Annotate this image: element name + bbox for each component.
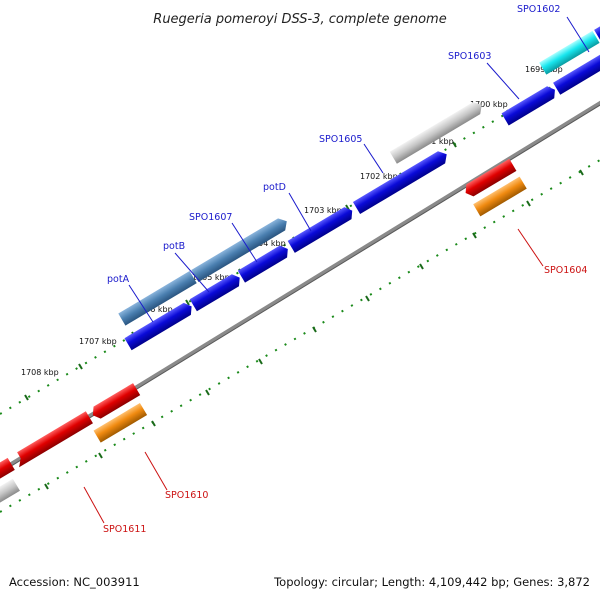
kbp-label-1703: 1703 kbp (304, 206, 342, 215)
gene-SPO1604[interactable] (473, 176, 527, 217)
topology-text: Topology: circular; Length: 4,109,442 bp… (274, 575, 590, 589)
gene-SPO1610[interactable] (93, 402, 148, 443)
leader-lines-top (128, 16, 590, 323)
gene-label-potB[interactable]: potB (163, 241, 185, 252)
accession-text: Accession: NC_003911 (9, 575, 140, 589)
gene-label-SPO1602[interactable]: SPO1602 (517, 4, 560, 15)
leader-lines-bottom (83, 228, 544, 524)
gene-SPO1604-red[interactable] (462, 158, 517, 199)
gene-potB[interactable] (189, 272, 244, 312)
gene-SPO1607[interactable] (237, 243, 292, 283)
gene-SPO1603[interactable] (501, 84, 559, 126)
map-title: Ruegeria pomeroyi DSS-3, complete genome (153, 12, 446, 27)
major-ticks-lower (44, 169, 584, 490)
gene-potA[interactable] (124, 300, 195, 351)
gene-label-SPO1605[interactable]: SPO1605 (319, 134, 362, 145)
gene-red-1[interactable] (0, 457, 15, 487)
gene-SPO1603-upper[interactable] (539, 30, 600, 75)
gene-SPO1610-red[interactable] (12, 411, 93, 468)
gene-label-SPO1610[interactable]: SPO1610 (165, 490, 208, 501)
kbp-label-1706: 1706 kbp (135, 305, 173, 314)
gene-label-potA[interactable]: potA (107, 274, 130, 285)
gene-SPO1605-upper[interactable] (389, 99, 486, 164)
gene-SPO1605[interactable] (352, 148, 450, 215)
gene-potD[interactable] (287, 205, 356, 253)
middle-feature-row (124, 43, 600, 351)
lower-feature-row-red (0, 158, 517, 487)
kbp-label-1702: 1702 kbp (360, 172, 398, 181)
gene-label-potD[interactable]: potD (263, 182, 286, 193)
gene-red-3[interactable] (89, 383, 141, 421)
upper-feature-row (118, 0, 600, 326)
gene-label-SPO1607[interactable]: SPO1607 (189, 212, 232, 223)
gene-grey-low[interactable] (0, 478, 20, 511)
kbp-label-1705: 1705 kbp (192, 273, 230, 282)
gene-label-SPO1611[interactable]: SPO1611 (103, 524, 146, 535)
lower-feature-row-orange (0, 176, 527, 511)
kbp-label-1704: 1704 kbp (248, 239, 286, 248)
gene-label-SPO1603[interactable]: SPO1603 (448, 51, 491, 62)
kbp-label-1707: 1707 kbp (79, 337, 117, 346)
gene-label-SPO1604[interactable]: SPO1604 (544, 265, 587, 276)
kbp-label-1700: 1700 kbp (470, 100, 508, 109)
gene-potA-upper[interactable] (118, 271, 197, 326)
gene-SPO1602[interactable] (553, 43, 600, 95)
gene-potB-upper[interactable] (191, 215, 290, 283)
kbp-label-1701: 1701 kbp (416, 137, 454, 146)
kbp-label-1708: 1708 kbp (21, 368, 59, 377)
